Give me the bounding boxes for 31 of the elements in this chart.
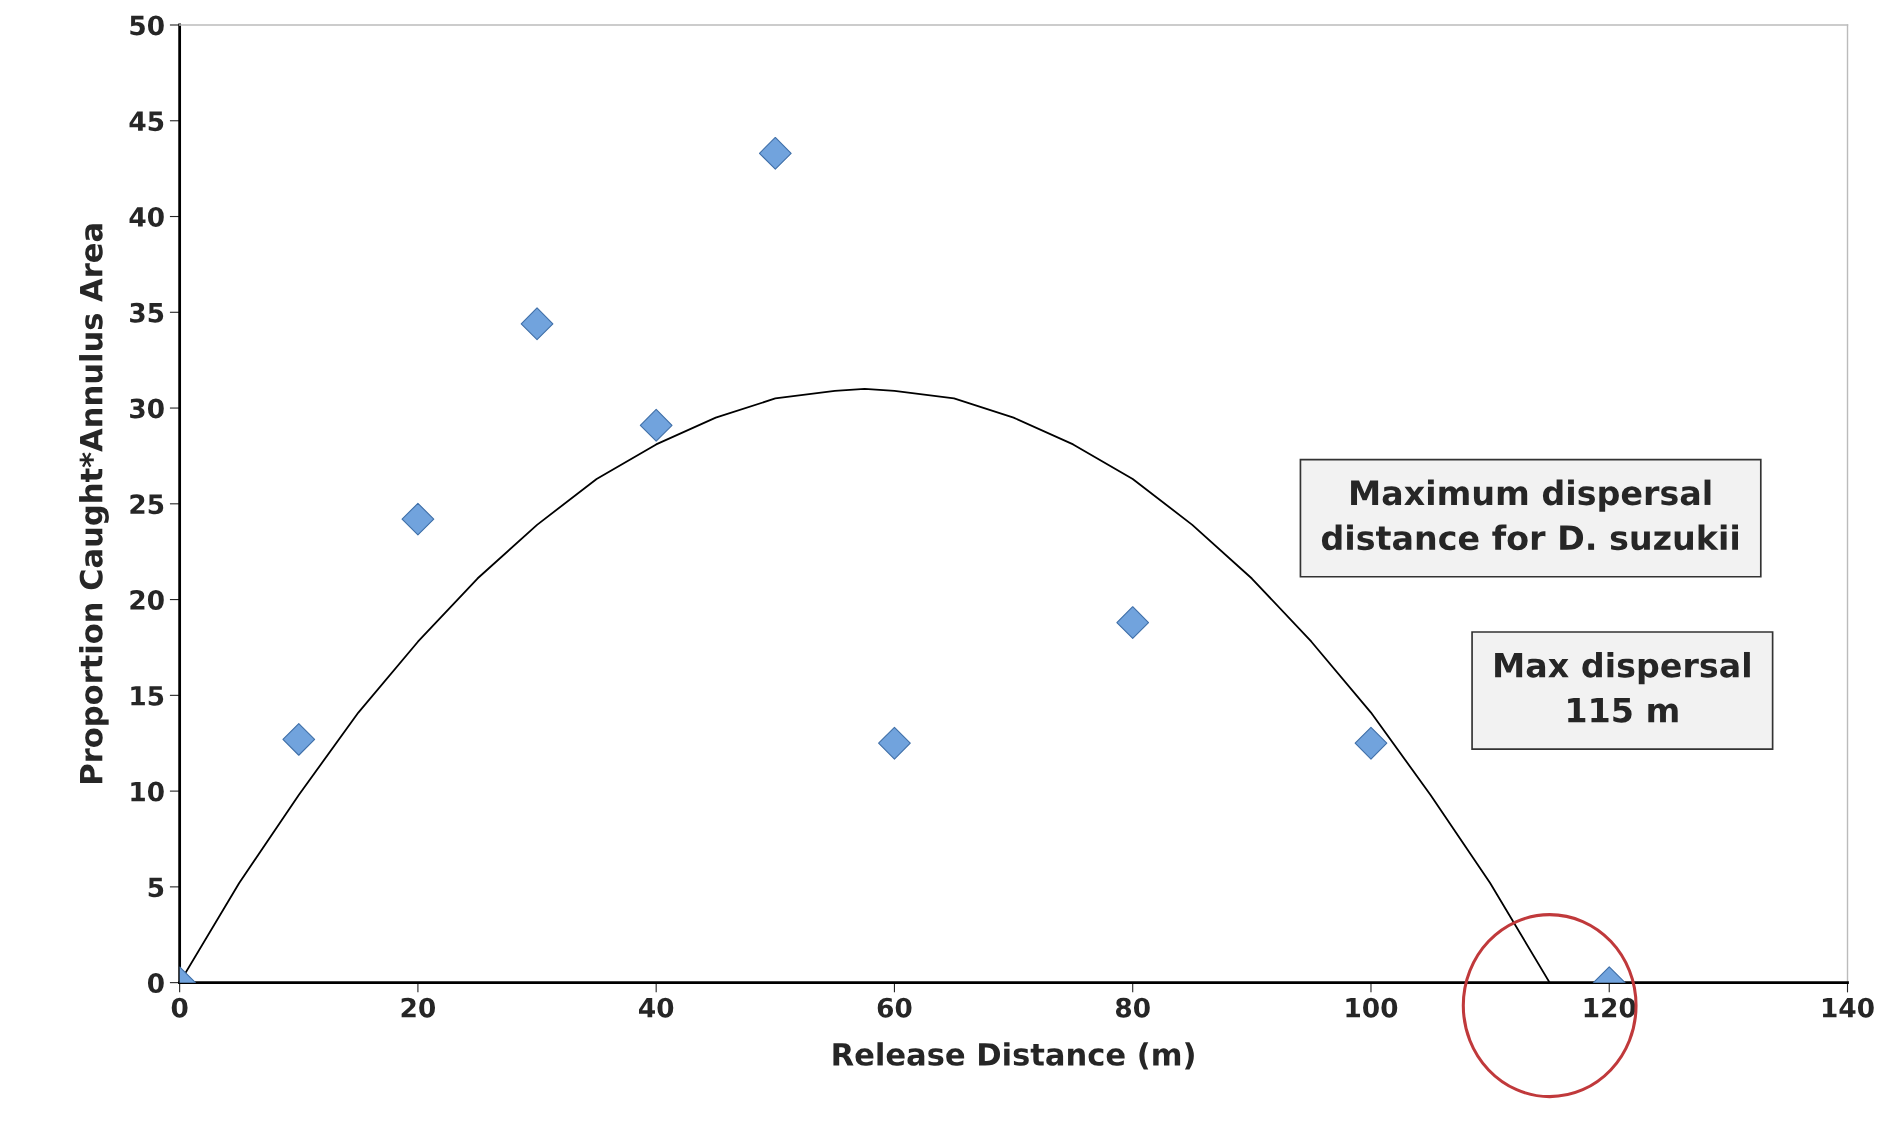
y-tick-label: 10 bbox=[131, 781, 164, 802]
x-tick-label: 100 bbox=[1346, 997, 1398, 1018]
y-tick-label: 50 bbox=[130, 15, 164, 36]
y-tick-label: 15 bbox=[131, 686, 164, 706]
point bbox=[401, 502, 435, 536]
point bbox=[639, 408, 673, 442]
point bbox=[1116, 606, 1150, 639]
y-tick-label: 30 bbox=[130, 398, 164, 419]
x-tick-label: 140 bbox=[1822, 997, 1874, 1018]
point bbox=[1354, 726, 1388, 760]
y-tick-label: 45 bbox=[129, 111, 164, 132]
y-tick-label: 5 bbox=[148, 877, 164, 898]
y-tick-label: 40 bbox=[129, 206, 164, 227]
point bbox=[878, 726, 911, 760]
annotation: Max dispersal 115 m bbox=[1495, 651, 1750, 723]
point bbox=[758, 136, 792, 170]
x-axis-title: Release Distance (m) bbox=[833, 1042, 1194, 1070]
x-tick-label: 20 bbox=[401, 997, 436, 1018]
y-axis-title: Proportion Caught*Annulus Area bbox=[79, 224, 109, 783]
y-tick-label: 25 bbox=[130, 494, 164, 515]
annotation: Maximum dispersal distance for D. suzukii bbox=[1321, 479, 1738, 551]
point bbox=[282, 723, 316, 756]
x-tick-label: 0 bbox=[171, 997, 188, 1018]
x-tick-label: 120 bbox=[1584, 997, 1636, 1018]
y-tick-label: 35 bbox=[130, 302, 164, 323]
x-tick-label: 40 bbox=[639, 997, 674, 1018]
x-tick-label: 80 bbox=[1115, 997, 1150, 1018]
point bbox=[520, 307, 554, 341]
y-tick-label: 0 bbox=[147, 973, 164, 994]
x-tick-label: 60 bbox=[877, 997, 912, 1018]
y-tick-label: 20 bbox=[130, 590, 164, 610]
